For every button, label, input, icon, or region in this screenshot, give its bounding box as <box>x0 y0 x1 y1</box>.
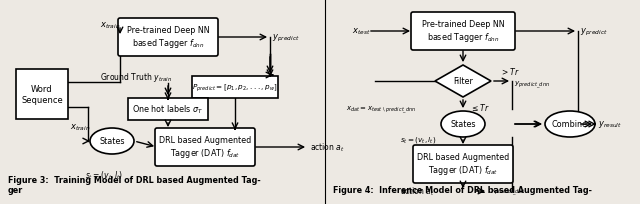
Text: $s_t = (v_t, l_t)$: $s_t = (v_t, l_t)$ <box>400 134 436 144</box>
FancyBboxPatch shape <box>411 13 515 51</box>
Text: $y_{predict\_dnn}$: $y_{predict\_dnn}$ <box>514 79 550 90</box>
Text: $x_{dat} = x_{test\setminus predict\_dnn}$: $x_{dat} = x_{test\setminus predict\_dnn… <box>346 104 417 115</box>
Text: Figure 3:  Training Model of DRL based Augmented Tag-
ger: Figure 3: Training Model of DRL based Au… <box>8 175 260 194</box>
Text: DRL based Augmented
Tagger (DAT) $f_{dat}$: DRL based Augmented Tagger (DAT) $f_{dat… <box>159 135 251 159</box>
Polygon shape <box>435 66 491 98</box>
Text: Word
Sequence: Word Sequence <box>21 85 63 104</box>
Text: DRL based Augmented
Tagger (DAT) $f_{dat}$: DRL based Augmented Tagger (DAT) $f_{dat… <box>417 152 509 176</box>
Text: States: States <box>99 137 125 146</box>
Text: Figure 4:  Inference Model of DRL based Augmented Tag-: Figure 4: Inference Model of DRL based A… <box>333 185 592 194</box>
Text: One hot labels $\sigma_T$: One hot labels $\sigma_T$ <box>132 103 204 116</box>
FancyBboxPatch shape <box>16 70 68 119</box>
FancyBboxPatch shape <box>118 19 218 57</box>
FancyBboxPatch shape <box>413 145 513 183</box>
Text: $x_{train}$: $x_{train}$ <box>100 21 120 31</box>
Text: $P_{predict}=[p_1,p_2,...,p_w]$: $P_{predict}=[p_1,p_2,...,p_w]$ <box>192 82 278 93</box>
Text: $s_t = (v_t, l_t)$: $s_t = (v_t, l_t)$ <box>85 169 124 181</box>
Text: $y_{predict\_dat}$: $y_{predict\_dat}$ <box>490 185 525 197</box>
Text: Combine: Combine <box>552 120 588 129</box>
Text: action $a_t$: action $a_t$ <box>400 185 435 197</box>
Text: $y_{predict}$: $y_{predict}$ <box>272 32 300 43</box>
Ellipse shape <box>90 128 134 154</box>
Text: Ground Truth $y_{train}$: Ground Truth $y_{train}$ <box>100 71 172 84</box>
Text: $\leq Tr$: $\leq Tr$ <box>470 102 490 113</box>
Text: $x_{test}$: $x_{test}$ <box>352 27 371 37</box>
Ellipse shape <box>441 111 485 137</box>
Text: States: States <box>451 120 476 129</box>
Text: action $a_t$: action $a_t$ <box>310 141 345 153</box>
Text: Pre-trained Deep NN
based Tagger $f_{dnn}$: Pre-trained Deep NN based Tagger $f_{dnn… <box>422 20 504 44</box>
FancyBboxPatch shape <box>155 128 255 166</box>
FancyBboxPatch shape <box>192 77 278 99</box>
Ellipse shape <box>545 111 595 137</box>
Text: $x_{train}$: $x_{train}$ <box>70 122 90 133</box>
FancyBboxPatch shape <box>128 99 208 120</box>
Text: $y_{predict}$: $y_{predict}$ <box>580 26 608 37</box>
Text: $> Tr$: $> Tr$ <box>500 66 520 77</box>
Text: $y_{result}$: $y_{result}$ <box>598 119 622 130</box>
Text: Filter: Filter <box>453 77 473 86</box>
Text: Pre-trained Deep NN
based Tagger $f_{dnn}$: Pre-trained Deep NN based Tagger $f_{dnn… <box>127 26 209 50</box>
